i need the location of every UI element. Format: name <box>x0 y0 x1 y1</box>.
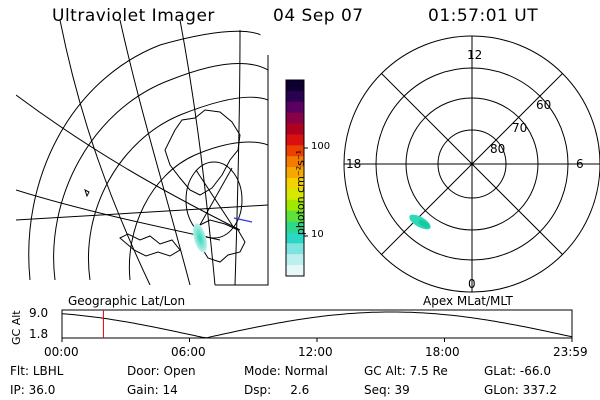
altitude-xtick-2: 12:00 <box>298 345 333 359</box>
colorbar-segment <box>286 232 304 244</box>
colorbar-segment <box>286 145 304 157</box>
altitude-ytick-bottom: 1.8 <box>29 327 49 341</box>
info-mode: Mode: Normal <box>244 364 328 378</box>
colorbar-segment <box>286 210 304 223</box>
mlt-label-6: 6 <box>576 157 584 171</box>
info-glat: GLat: -66.0 <box>484 364 551 378</box>
info-seq: Seq: 39 <box>364 383 410 397</box>
colorbar-segment <box>286 101 304 114</box>
colorbar-segment <box>286 80 304 92</box>
info-door: Door: Open <box>127 364 196 378</box>
altitude-axis-label: GC Alt <box>10 310 23 345</box>
colorbar-segment <box>286 243 304 255</box>
info-dsp: Dsp: 2.6 <box>244 383 310 397</box>
colorbar-segment <box>286 134 304 146</box>
mlt-label-12: 12 <box>467 48 483 62</box>
altitude-xtick-1: 06:00 <box>171 345 206 359</box>
info-gc-alt: GC Alt: 7.5 Re <box>364 364 448 378</box>
altitude-xtick-3: 18:00 <box>425 345 460 359</box>
colorbar-segment <box>286 156 304 168</box>
instrument-title: Ultraviolet Imager <box>52 6 215 26</box>
lat-label-80: 80 <box>490 142 506 156</box>
colorbar-segment <box>286 254 304 266</box>
altitude-xtick-4: 23:59 <box>553 345 588 359</box>
info-ip: IP: 36.0 <box>10 383 56 397</box>
info-filter: Flt: LBHL <box>10 364 64 378</box>
mlt-label-18: 18 <box>346 157 362 171</box>
colorbar-segment <box>286 178 304 190</box>
altitude-ytick-top: 9.0 <box>29 306 49 320</box>
colorbar-tick-10: 10 <box>311 229 324 240</box>
mlt-label-0: 0 <box>468 277 476 291</box>
info-gain: Gain: 14 <box>127 383 178 397</box>
geo-map-label: Geographic Lat/Lon <box>68 294 186 308</box>
colorbar-segment <box>286 167 304 179</box>
colorbar-segment <box>286 90 304 103</box>
altitude-xtick-0: 00:00 <box>44 345 79 359</box>
colorbar-segment <box>286 123 304 135</box>
colorbar-tick-100: 100 <box>311 141 331 152</box>
colorbar-segment <box>286 221 304 233</box>
date-label: 04 Sep 07 <box>273 6 364 26</box>
info-glon: GLon: 337.2 <box>484 383 557 397</box>
colorbar-segment <box>286 199 304 212</box>
polar-plot-label: Apex MLat/MLT <box>423 294 513 308</box>
colorbar-segment <box>286 112 304 125</box>
time-label: 01:57:01 UT <box>428 6 539 26</box>
colorbar-segment <box>286 188 304 201</box>
colorbar-segment <box>286 265 304 277</box>
lat-label-60: 60 <box>536 98 552 112</box>
lat-label-70: 70 <box>512 121 528 135</box>
